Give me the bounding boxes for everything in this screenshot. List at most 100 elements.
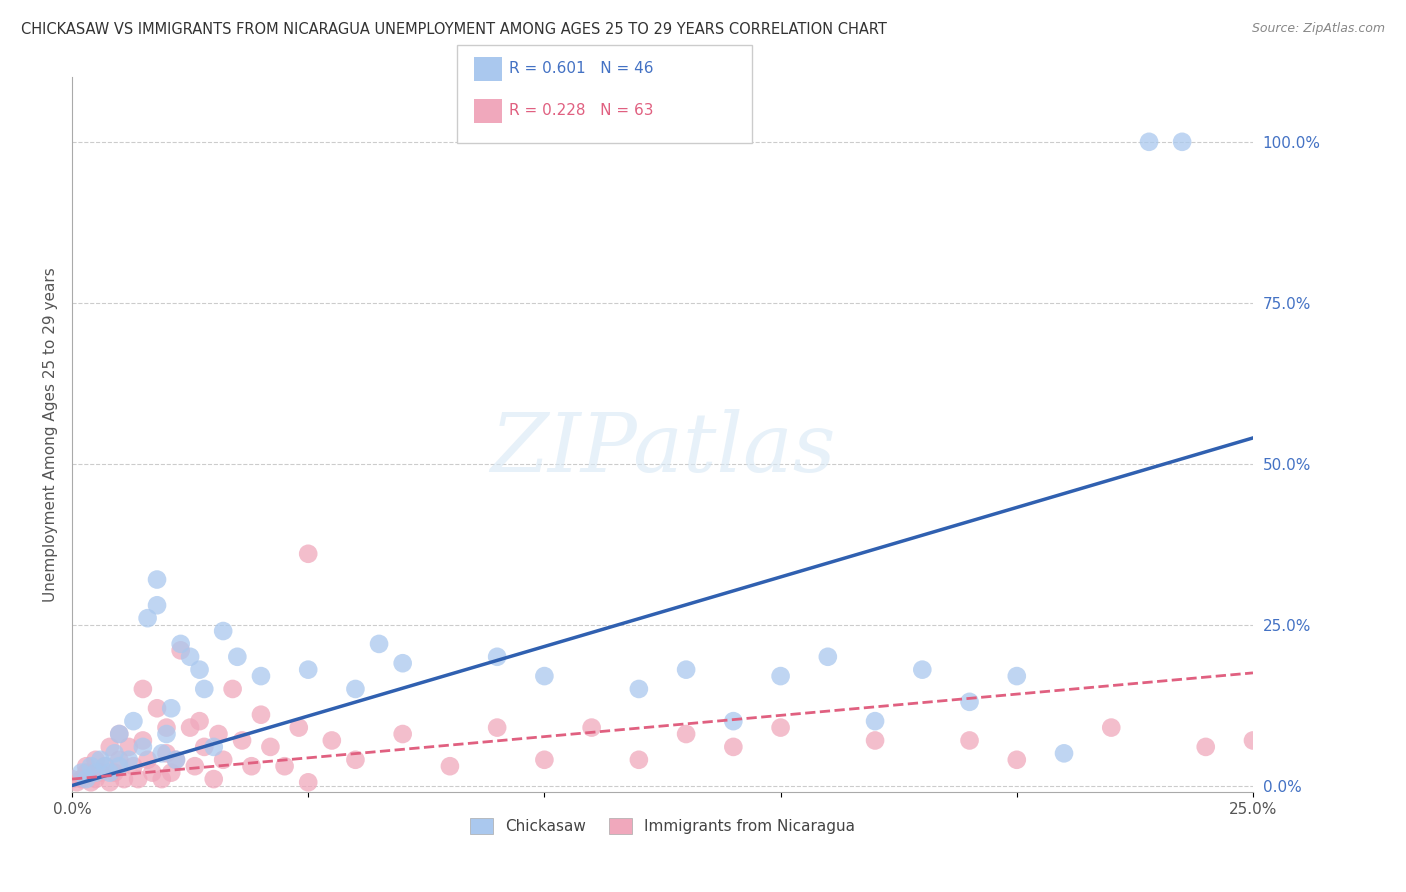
Point — [863, 714, 886, 728]
Point — [863, 733, 886, 747]
Point — [1241, 733, 1264, 747]
Point — [155, 727, 177, 741]
Point — [179, 649, 201, 664]
Point — [108, 753, 131, 767]
Point — [127, 772, 149, 786]
Point — [226, 649, 249, 664]
Point — [297, 663, 319, 677]
Point — [75, 759, 97, 773]
Point — [769, 721, 792, 735]
Point — [122, 714, 145, 728]
Point — [193, 681, 215, 696]
Point — [84, 772, 107, 786]
Point — [259, 739, 281, 754]
Point — [769, 669, 792, 683]
Point — [75, 765, 97, 780]
Point — [89, 765, 111, 780]
Point — [169, 643, 191, 657]
Point — [150, 747, 173, 761]
Point — [165, 753, 187, 767]
Point — [486, 649, 509, 664]
Point — [122, 759, 145, 773]
Point — [1137, 135, 1160, 149]
Point — [250, 669, 273, 683]
Point — [202, 772, 225, 786]
Point — [439, 759, 461, 773]
Text: R = 0.601   N = 46: R = 0.601 N = 46 — [509, 62, 654, 76]
Point — [89, 753, 111, 767]
Point — [165, 753, 187, 767]
Point — [184, 759, 207, 773]
Point — [627, 753, 650, 767]
Point — [132, 733, 155, 747]
Point — [321, 733, 343, 747]
Point — [84, 753, 107, 767]
Point — [94, 759, 117, 773]
Point — [1195, 739, 1218, 754]
Point — [136, 753, 159, 767]
Point — [118, 739, 141, 754]
Point — [221, 681, 243, 696]
Point — [627, 681, 650, 696]
Point — [169, 637, 191, 651]
Point — [287, 721, 309, 735]
Point — [70, 765, 93, 780]
Point — [231, 733, 253, 747]
Point — [486, 721, 509, 735]
Point — [273, 759, 295, 773]
Text: ZIPatlas: ZIPatlas — [489, 409, 835, 489]
Point — [155, 747, 177, 761]
Point — [212, 753, 235, 767]
Point — [297, 775, 319, 789]
Point — [132, 681, 155, 696]
Point — [240, 759, 263, 773]
Point — [66, 775, 89, 789]
Point — [103, 747, 125, 761]
Point — [80, 759, 103, 773]
Point — [533, 753, 555, 767]
Point — [959, 695, 981, 709]
Point — [1005, 753, 1028, 767]
Text: Source: ZipAtlas.com: Source: ZipAtlas.com — [1251, 22, 1385, 36]
Point — [202, 739, 225, 754]
Point — [188, 663, 211, 677]
Point — [103, 765, 125, 780]
Text: CHICKASAW VS IMMIGRANTS FROM NICARAGUA UNEMPLOYMENT AMONG AGES 25 TO 29 YEARS CO: CHICKASAW VS IMMIGRANTS FROM NICARAGUA U… — [21, 22, 887, 37]
Point — [60, 772, 83, 786]
Point — [146, 599, 169, 613]
Point — [188, 714, 211, 728]
Point — [75, 772, 97, 786]
Point — [723, 714, 745, 728]
Point — [817, 649, 839, 664]
Point — [675, 663, 697, 677]
Point — [391, 727, 413, 741]
Point — [150, 772, 173, 786]
Point — [723, 739, 745, 754]
Point — [136, 611, 159, 625]
Point — [155, 721, 177, 735]
Point — [675, 727, 697, 741]
Point — [118, 753, 141, 767]
Y-axis label: Unemployment Among Ages 25 to 29 years: Unemployment Among Ages 25 to 29 years — [44, 268, 58, 602]
Point — [80, 775, 103, 789]
Point — [108, 759, 131, 773]
Point — [84, 765, 107, 780]
Point — [179, 721, 201, 735]
Point — [112, 772, 135, 786]
Point — [1099, 721, 1122, 735]
Point — [108, 727, 131, 741]
Point — [533, 669, 555, 683]
Legend: Chickasaw, Immigrants from Nicaragua: Chickasaw, Immigrants from Nicaragua — [470, 818, 855, 834]
Point — [132, 739, 155, 754]
Point — [911, 663, 934, 677]
Point — [146, 701, 169, 715]
Point — [98, 765, 121, 780]
Point — [250, 707, 273, 722]
Point — [193, 739, 215, 754]
Point — [141, 765, 163, 780]
Point — [344, 681, 367, 696]
Point — [207, 727, 229, 741]
Point — [160, 765, 183, 780]
Point — [94, 759, 117, 773]
Point — [959, 733, 981, 747]
